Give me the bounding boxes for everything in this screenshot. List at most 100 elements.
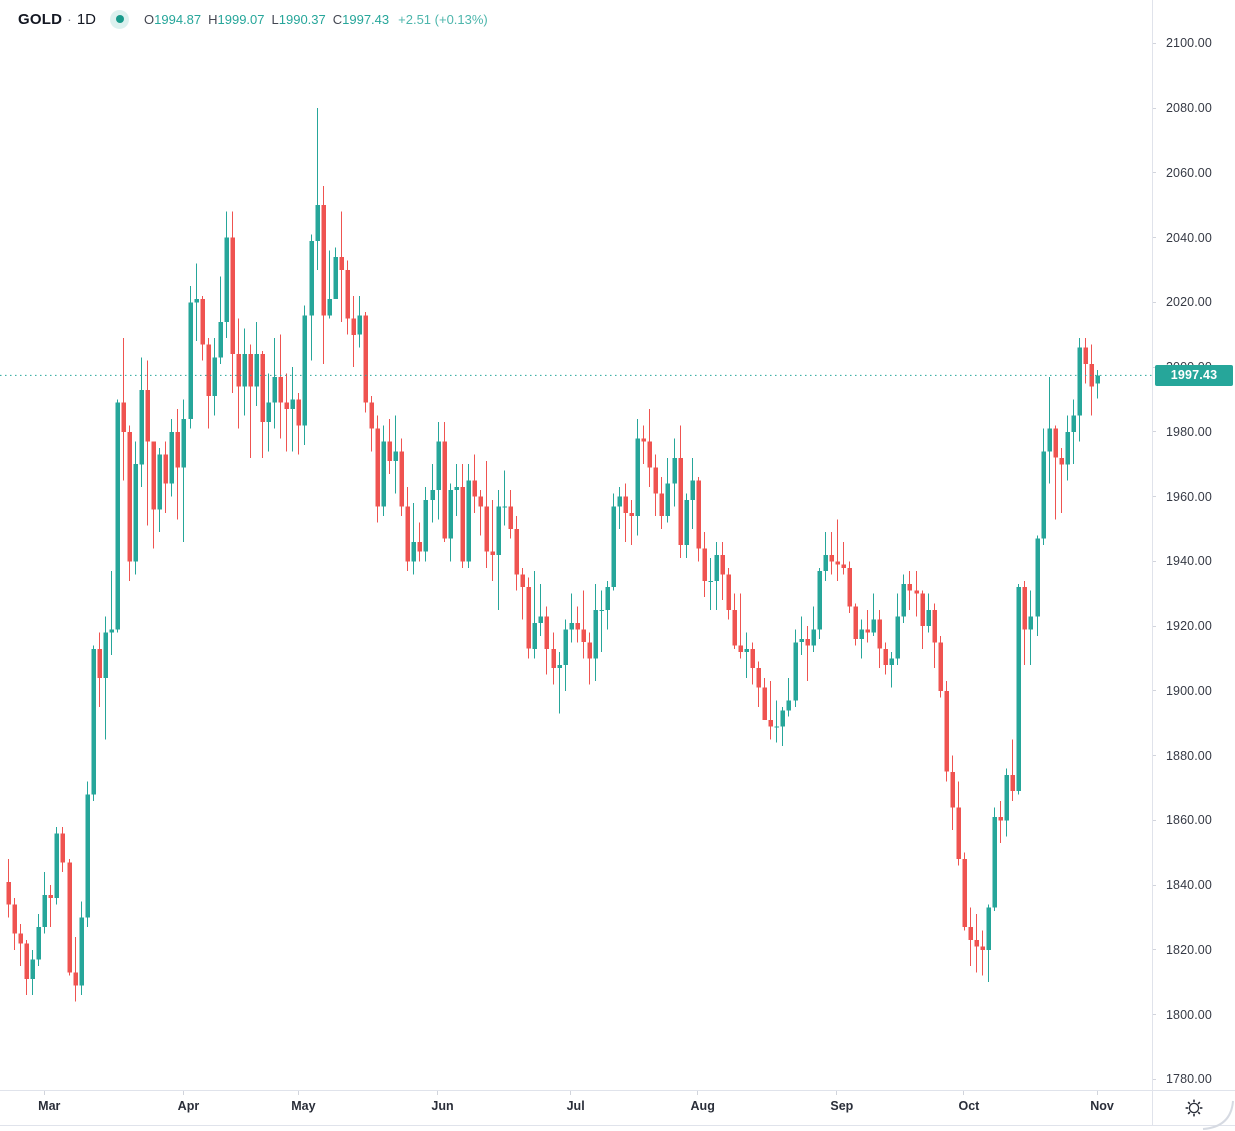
- candle-body: [829, 554, 834, 562]
- candle-body: [1035, 538, 1040, 617]
- candle-body: [1077, 347, 1082, 416]
- open-value: 1994.87: [154, 11, 202, 27]
- time-axis[interactable]: Mar Apr May Jun Jul Aug Sep Oct Nov: [0, 1090, 1152, 1125]
- candle-body: [381, 441, 386, 507]
- price-axis-tick: [1152, 949, 1156, 951]
- candle-body: [974, 940, 979, 947]
- candle-body: [623, 496, 628, 513]
- candle-body: [296, 399, 301, 426]
- candle-body: [768, 720, 773, 727]
- candle-body: [714, 554, 719, 581]
- time-axis-border: [0, 1090, 1235, 1091]
- candle-body: [375, 428, 380, 507]
- candle-body: [224, 237, 229, 322]
- candle-body: [1004, 775, 1009, 821]
- candle-body: [672, 457, 677, 484]
- candle-body: [302, 315, 307, 426]
- market-status-icon[interactable]: [110, 9, 129, 29]
- candle-body: [442, 441, 447, 539]
- candle-body: [254, 354, 259, 387]
- candle-body: [321, 205, 326, 316]
- candle-body: [315, 205, 320, 241]
- price-axis-tick: [1152, 690, 1156, 692]
- candle-body: [708, 580, 713, 582]
- candle-body: [508, 506, 513, 529]
- candle-body: [230, 237, 235, 355]
- close-pair: C1997.43: [333, 12, 389, 27]
- price-axis[interactable]: 2100.002080.002060.002040.002020.002000.…: [1152, 0, 1235, 1090]
- candle-body: [42, 894, 47, 928]
- candle-body: [169, 431, 174, 484]
- candle-body: [678, 457, 683, 546]
- candle-body: [266, 402, 271, 423]
- symbol-info-bar[interactable]: GOLD · 1D O1994.87 H1999.07 L1990.37 C19…: [18, 8, 488, 30]
- candle-body: [696, 480, 701, 549]
- candle-body: [496, 506, 501, 555]
- candle-body: [938, 642, 943, 691]
- open-pair: O1994.87: [144, 12, 201, 27]
- candle-body: [79, 917, 84, 986]
- candlestick-chart[interactable]: [0, 0, 1152, 1090]
- candle-body: [417, 541, 422, 552]
- candle-body: [569, 622, 574, 630]
- price-axis-label: 1780.00: [1166, 1072, 1212, 1087]
- time-axis-label: Apr: [177, 1099, 200, 1113]
- candle-body: [363, 315, 368, 403]
- price-scale-settings-button[interactable]: [1184, 1098, 1204, 1118]
- candle-body: [1016, 587, 1021, 792]
- candle-body: [920, 593, 925, 627]
- candle-body: [557, 664, 562, 669]
- candle-body: [944, 690, 949, 772]
- candle-body: [272, 376, 277, 403]
- candle-body: [780, 710, 785, 727]
- candle-body: [212, 357, 217, 397]
- time-axis-label: Jul: [566, 1099, 585, 1113]
- candle-body: [484, 506, 489, 552]
- candle-body: [992, 817, 997, 908]
- candle-body: [284, 402, 289, 410]
- price-axis-tick: [1152, 625, 1156, 627]
- candle-body: [702, 548, 707, 581]
- candle-body: [139, 389, 144, 465]
- candle-body: [1047, 428, 1052, 452]
- candle-body: [309, 240, 314, 316]
- candle-body: [121, 402, 126, 432]
- candle-body: [962, 859, 967, 928]
- candle-body: [430, 490, 435, 500]
- gear-icon: [1185, 1099, 1203, 1117]
- candle-body: [914, 590, 919, 594]
- price-axis-tick: [1152, 301, 1156, 303]
- price-axis-tick: [1152, 496, 1156, 498]
- candle-body: [968, 927, 973, 941]
- symbol-name[interactable]: GOLD: [18, 10, 63, 28]
- time-axis-label: Jun: [431, 1099, 454, 1113]
- candle-body: [218, 321, 223, 358]
- low-label: L: [271, 11, 279, 27]
- close-label: C: [332, 11, 343, 27]
- candle-body: [835, 561, 840, 565]
- candle-body: [563, 629, 568, 665]
- candle-body: [345, 270, 350, 319]
- candle-body: [466, 480, 471, 562]
- candle-body: [351, 318, 356, 335]
- candle-body: [786, 700, 791, 711]
- candle-body: [871, 619, 876, 633]
- candle-body: [339, 257, 344, 270]
- candle-body: [30, 959, 35, 979]
- candle-body: [865, 629, 870, 633]
- candle-body: [629, 512, 634, 516]
- price-axis-label: 1800.00: [1166, 1007, 1212, 1022]
- price-axis-label: 1960.00: [1166, 489, 1212, 504]
- price-axis-tick: [1152, 237, 1156, 239]
- candle-body: [750, 648, 755, 669]
- candle-body: [1010, 775, 1015, 792]
- price-axis-label: 2020.00: [1166, 295, 1212, 310]
- price-axis-tick: [1152, 755, 1156, 757]
- price-axis-label: 2080.00: [1166, 101, 1212, 116]
- candle-body: [181, 418, 186, 468]
- timeframe-label[interactable]: 1D: [76, 10, 96, 28]
- candle-body: [726, 574, 731, 610]
- candle-body: [684, 499, 689, 546]
- candle-body: [641, 438, 646, 442]
